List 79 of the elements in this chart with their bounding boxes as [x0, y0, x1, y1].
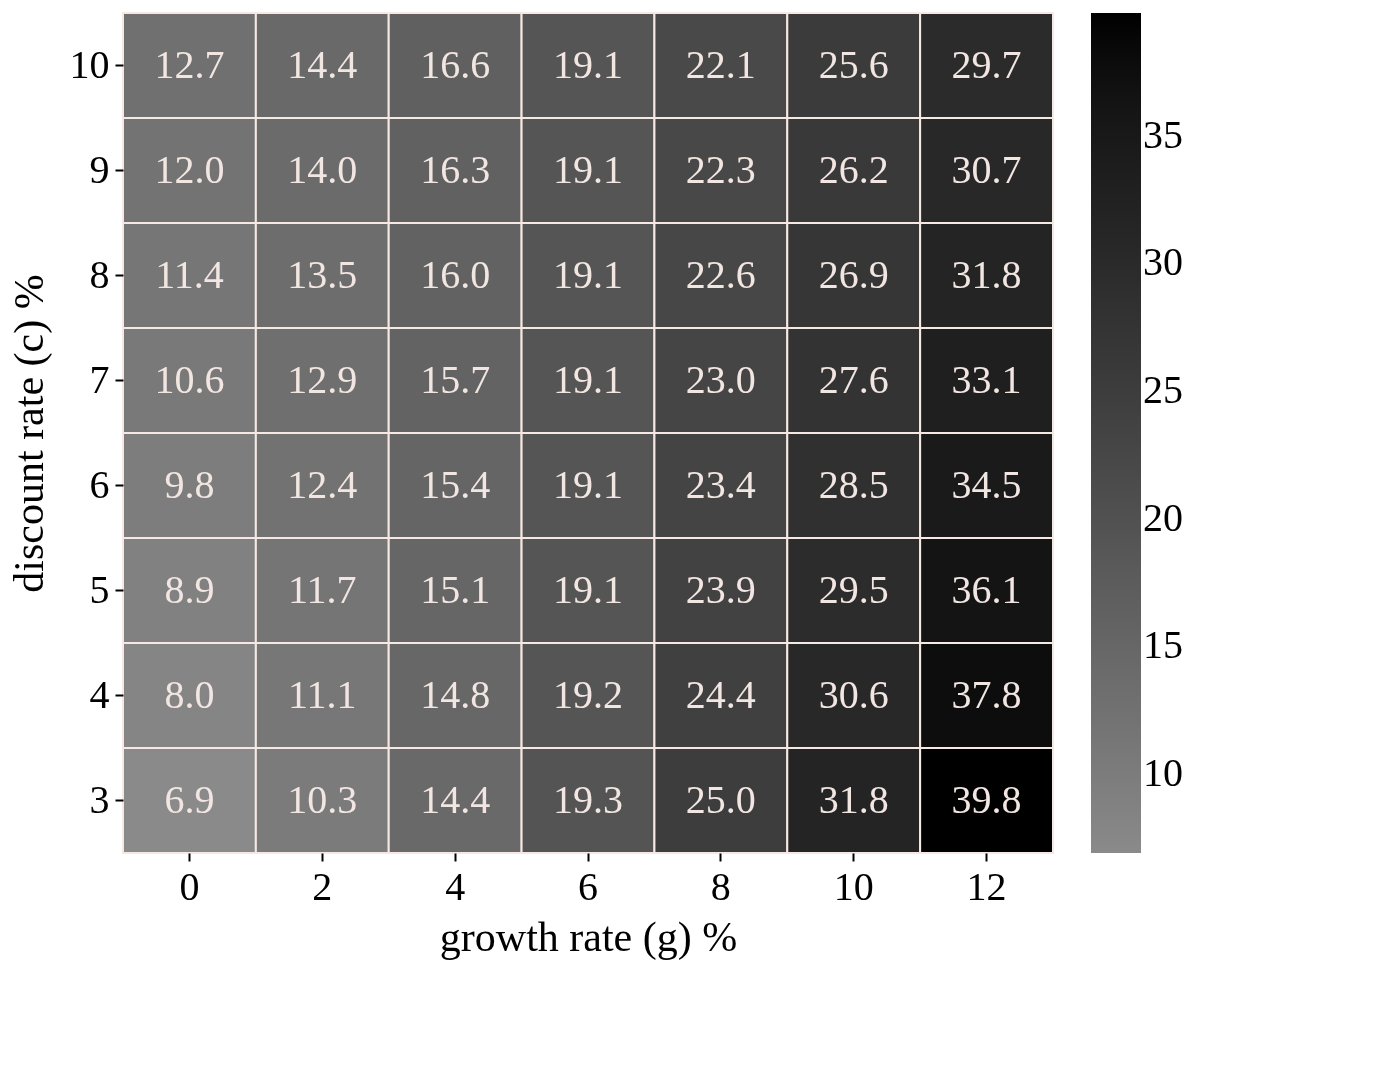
data-label: 34.5 — [951, 461, 1022, 507]
data-label: 27.6 — [818, 356, 889, 402]
data-label: 22.1 — [685, 41, 756, 87]
data-label: 11.1 — [288, 671, 357, 717]
x-tick-label: 2 — [312, 863, 333, 909]
x-axis-title: growth rate (g) % — [439, 913, 738, 961]
data-label: 25.6 — [818, 41, 889, 87]
data-label: 16.0 — [420, 251, 491, 297]
y-tick-label: 8 — [89, 251, 110, 297]
data-label: 19.3 — [553, 776, 623, 822]
data-label: 23.4 — [685, 461, 756, 507]
data-label: 8.0 — [164, 671, 215, 717]
data-label: 19.1 — [553, 461, 623, 507]
data-label: 16.6 — [420, 41, 491, 87]
data-label: 12.9 — [287, 356, 358, 402]
data-label: 15.1 — [420, 566, 491, 612]
data-label: 26.2 — [818, 146, 889, 192]
data-label: 10.6 — [154, 356, 225, 402]
data-label: 19.1 — [553, 356, 623, 402]
data-label: 13.5 — [287, 251, 358, 297]
data-label: 16.3 — [420, 146, 491, 192]
data-label: 14.4 — [420, 776, 491, 822]
x-tick-label: 8 — [710, 863, 731, 909]
data-label: 14.4 — [287, 41, 358, 87]
data-label: 19.2 — [553, 671, 623, 717]
data-label: 12.4 — [287, 461, 358, 507]
x-tick-label: 12 — [966, 863, 1007, 909]
color-bar-label: 20 — [1143, 494, 1183, 540]
data-label: 28.5 — [818, 461, 889, 507]
data-label: 23.0 — [685, 356, 756, 402]
data-label: 19.1 — [553, 146, 623, 192]
data-label: 36.1 — [951, 566, 1022, 612]
y-tick-label: 6 — [89, 461, 110, 507]
data-label: 24.4 — [685, 671, 756, 717]
data-label: 11.7 — [288, 566, 357, 612]
y-tick-label: 7 — [89, 356, 110, 402]
y-tick-label: 10 — [69, 41, 110, 87]
data-label: 14.8 — [420, 671, 491, 717]
data-label: 37.8 — [951, 671, 1022, 717]
data-label: 25.0 — [685, 776, 756, 822]
data-label: 15.4 — [420, 461, 491, 507]
data-label: 30.7 — [951, 146, 1022, 192]
data-label: 29.7 — [951, 41, 1022, 87]
color-bar-label: 30 — [1143, 239, 1183, 285]
data-label: 15.7 — [420, 356, 491, 402]
x-tick-label: 4 — [445, 863, 466, 909]
y-tick-label: 9 — [89, 146, 110, 192]
data-label: 10.3 — [287, 776, 358, 822]
data-label: 39.8 — [951, 776, 1022, 822]
x-tick-label: 10 — [833, 863, 874, 909]
data-label: 26.9 — [818, 251, 889, 297]
y-tick-label: 4 — [89, 671, 110, 717]
data-label: 19.1 — [553, 251, 623, 297]
color-bar-label: 35 — [1143, 111, 1183, 157]
data-label: 30.6 — [818, 671, 889, 717]
color-bar-label: 25 — [1143, 366, 1183, 412]
data-label: 8.9 — [164, 566, 215, 612]
x-tick-label: 0 — [179, 863, 200, 909]
data-label: 19.1 — [553, 566, 623, 612]
data-label: 11.4 — [155, 251, 224, 297]
data-label: 22.3 — [685, 146, 756, 192]
data-label: 6.9 — [164, 776, 215, 822]
x-tick-label: 6 — [578, 863, 598, 909]
y-tick-label: 3 — [89, 776, 110, 822]
data-label: 33.1 — [951, 356, 1022, 402]
data-label: 9.8 — [164, 461, 215, 507]
data-label: 31.8 — [818, 776, 889, 822]
color-bar-label: 10 — [1143, 749, 1183, 795]
y-tick-label: 5 — [89, 566, 110, 612]
y-axis-title: discount rate (c) % — [5, 274, 53, 593]
data-label: 23.9 — [685, 566, 756, 612]
data-label: 29.5 — [818, 566, 889, 612]
data-label: 14.0 — [287, 146, 358, 192]
data-label: 31.8 — [951, 251, 1022, 297]
data-label: 19.1 — [553, 41, 623, 87]
data-label: 12.0 — [154, 146, 225, 192]
data-label: 22.6 — [685, 251, 756, 297]
color-bar-label: 15 — [1143, 622, 1183, 668]
data-label: 12.7 — [154, 41, 225, 87]
